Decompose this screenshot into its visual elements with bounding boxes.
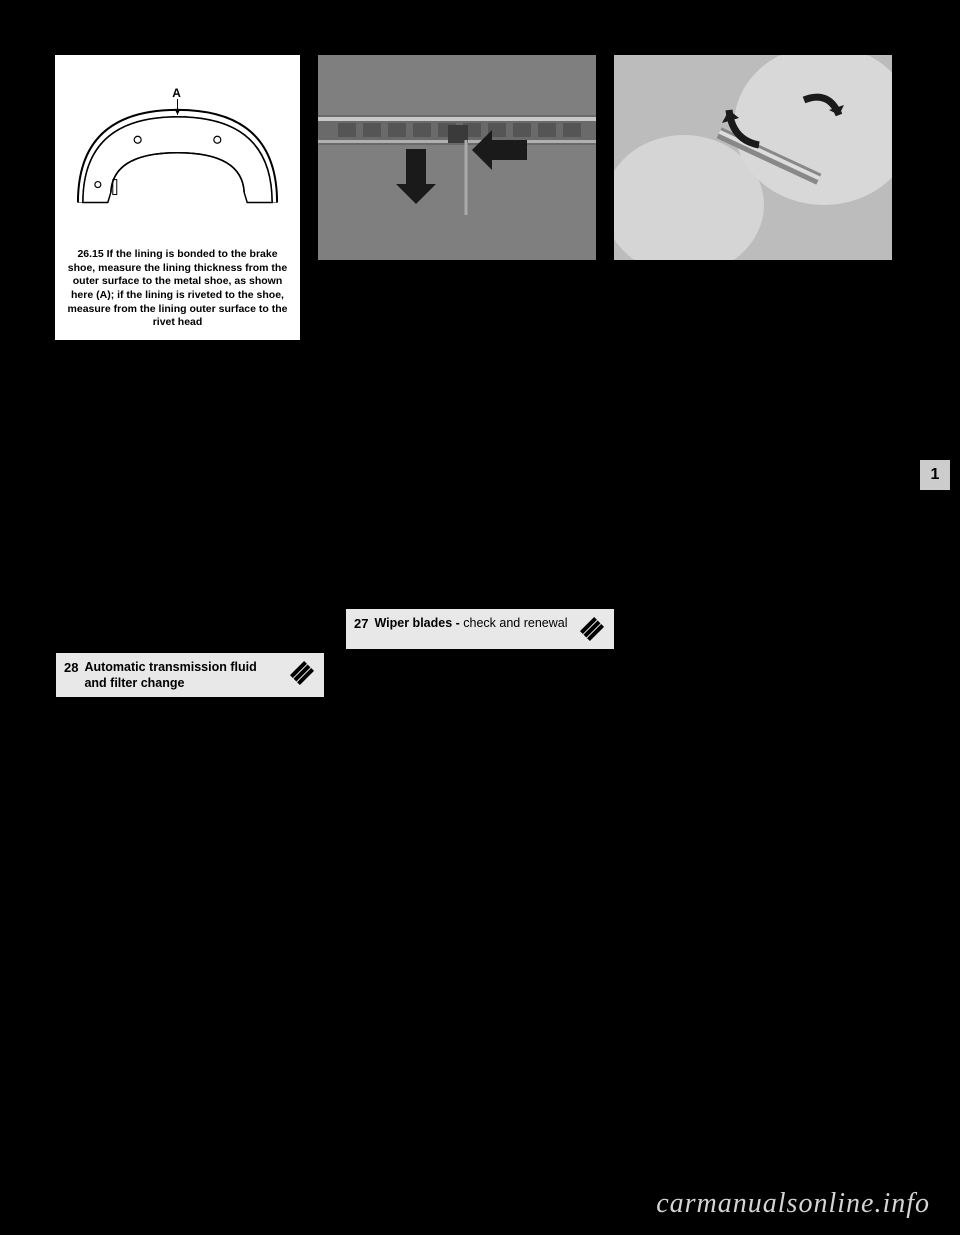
wrench-icon	[288, 659, 316, 687]
section-28-number: 28	[64, 659, 78, 677]
section-27-box: 27 Wiper blades - check and renewal	[345, 608, 615, 650]
diagram-label-a: A	[172, 86, 181, 100]
figure-26-15-caption: 26.15 If the lining is bonded to the bra…	[55, 240, 300, 340]
column-3: Sed ut perspiciatis unde omnis iste natu…	[635, 348, 905, 790]
section-28-box: 28 Automatic transmission fluid and filt…	[55, 652, 325, 699]
section-27-number: 27	[354, 615, 368, 633]
watermark: carmanualsonline.info	[656, 1188, 930, 1220]
body-columns: Lorem ipsum dolor sit amet, consectetur …	[55, 348, 905, 790]
figures-row: A 26.15 If the lining is bonded to the b…	[55, 55, 905, 340]
manual-page: A 26.15 If the lining is bonded to the b…	[55, 55, 905, 1155]
figure-photo-3	[614, 55, 892, 260]
figure-photo-2	[318, 55, 596, 260]
brake-shoe-diagram: A	[55, 55, 300, 240]
section-28-title: Automatic transmission fluid and filter …	[84, 659, 282, 692]
column-2: At vero eos et accusamus et iusto odio d…	[345, 348, 615, 790]
column-1: Lorem ipsum dolor sit amet, consectetur …	[55, 348, 325, 790]
figure-26-15: A 26.15 If the lining is bonded to the b…	[55, 55, 300, 340]
wrench-icon	[578, 615, 606, 643]
page-tab: 1	[920, 460, 950, 490]
section-27-title: Wiper blades - check and renewal	[374, 615, 572, 631]
brake-shoe-svg: A	[63, 85, 292, 224]
